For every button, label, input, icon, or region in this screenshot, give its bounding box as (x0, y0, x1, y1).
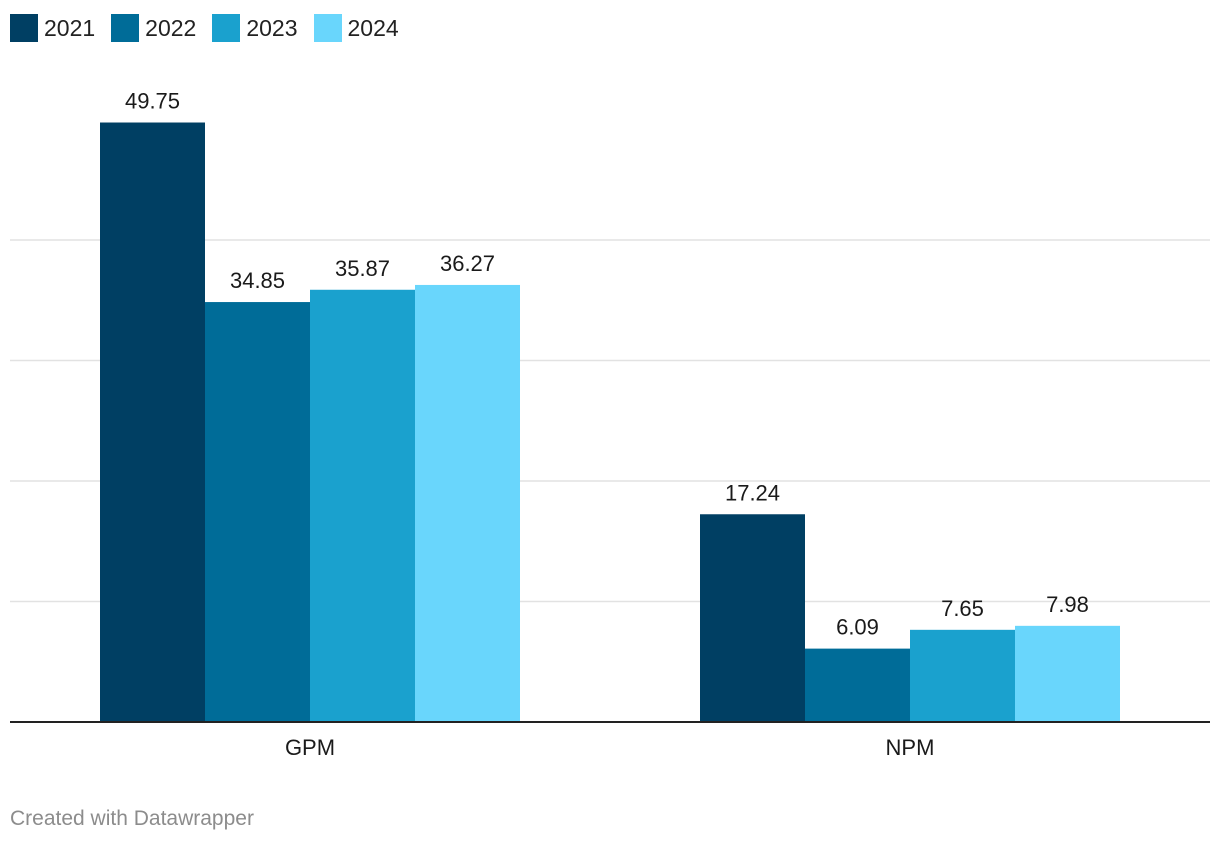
value-label-gpm-2023: 35.87 (335, 256, 390, 281)
x-tick-label-gpm: GPM (285, 735, 335, 760)
value-label-npm-2022: 6.09 (836, 615, 879, 640)
legend-label-2024: 2024 (347, 14, 399, 41)
datawrapper-credit: Created with Datawrapper (10, 807, 254, 830)
bar-gpm-2021 (100, 122, 205, 722)
value-label-gpm-2022: 34.85 (230, 268, 285, 293)
value-label-npm-2023: 7.65 (941, 596, 984, 621)
legend-swatch-2021 (10, 14, 38, 42)
legend-item-2024: 2024 (313, 14, 399, 42)
x-tick-label-npm: NPM (886, 735, 935, 760)
bar-gpm-2024 (415, 284, 520, 722)
legend-swatch-2022 (111, 14, 140, 42)
legend-swatch-2023 (212, 14, 241, 42)
bar-gpm-2023 (310, 289, 415, 722)
bar-npm-2021 (700, 514, 805, 722)
legend-item-2023: 2023 (212, 14, 298, 42)
legend-item-2022: 2022 (111, 14, 196, 42)
legend-swatch-2024 (313, 14, 342, 42)
bar-gpm-2022 (205, 302, 310, 722)
bar-npm-2022 (805, 648, 910, 722)
legend-label-2022: 2022 (145, 14, 197, 41)
value-label-gpm-2021: 49.75 (125, 89, 180, 114)
value-label-npm-2024: 7.98 (1046, 592, 1089, 617)
legend-label-2021: 2021 (44, 14, 96, 41)
legend: 2021 2022 2023 2024 (10, 12, 415, 44)
bar-npm-2023 (910, 629, 1015, 722)
legend-label-2023: 2023 (246, 14, 298, 41)
bar-npm-2024 (1015, 625, 1120, 722)
legend-item-2021: 2021 (10, 14, 95, 42)
value-label-gpm-2024: 36.27 (440, 251, 495, 276)
value-label-npm-2021: 17.24 (725, 480, 780, 505)
